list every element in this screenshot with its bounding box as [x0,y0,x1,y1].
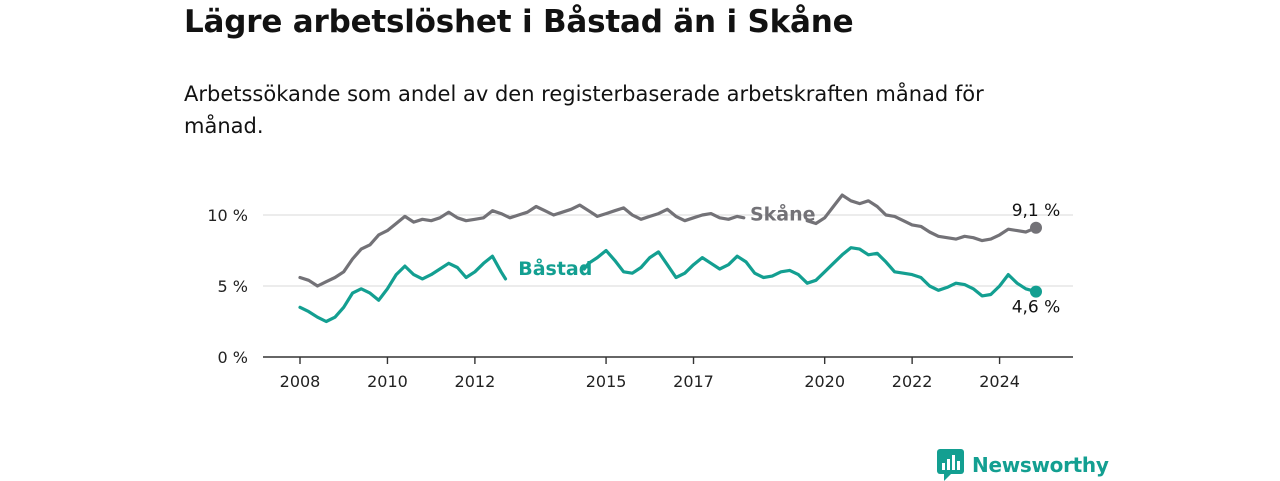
x-tick-label: 2022 [892,372,933,391]
series-label-bstad: Båstad [518,256,592,280]
y-tick-label: 5 % [218,277,248,296]
x-tick-label: 2008 [280,372,321,391]
y-tick-label: 10 % [207,206,248,225]
x-tick-label: 2024 [979,372,1020,391]
newsworthy-logo-icon [937,449,964,481]
end-value-label-skne: 9,1 % [1012,201,1061,221]
chart-subtitle: Arbetssökande som andel av den registerb… [184,82,984,138]
x-tick-label: 2012 [455,372,496,391]
series-line-bstad [298,254,508,324]
end-value-label-bstad: 4,6 % [1012,298,1061,318]
series-line-bstad [582,246,1038,298]
end-point-bstad [1030,285,1042,298]
chart-title: Lägre arbetslöshet i Båstad än i Skåne [184,4,854,40]
end-point-skne [1030,221,1042,234]
series-group: Skåne 9,1 % Båstad 4,6 % [298,193,1061,324]
y-axis: 0 % 5 % 10 % [207,206,248,367]
x-tick-label: 2010 [367,372,408,391]
x-tick-label: 2017 [673,372,714,391]
x-axis: 2008 2010 2012 2015 2017 2020 2022 2024 [263,356,1073,391]
grid-lines [263,214,1073,287]
x-tick-label: 2015 [586,372,627,391]
brand-name: Newsworthy [972,453,1109,477]
y-tick-label: 0 % [218,348,248,367]
series-line-skne [805,193,1038,243]
x-tick-label: 2020 [804,372,845,391]
series-label-skne: Skåne [750,201,816,225]
series-line-skne [298,203,746,288]
brand-logo: Newsworthy [937,449,1109,481]
